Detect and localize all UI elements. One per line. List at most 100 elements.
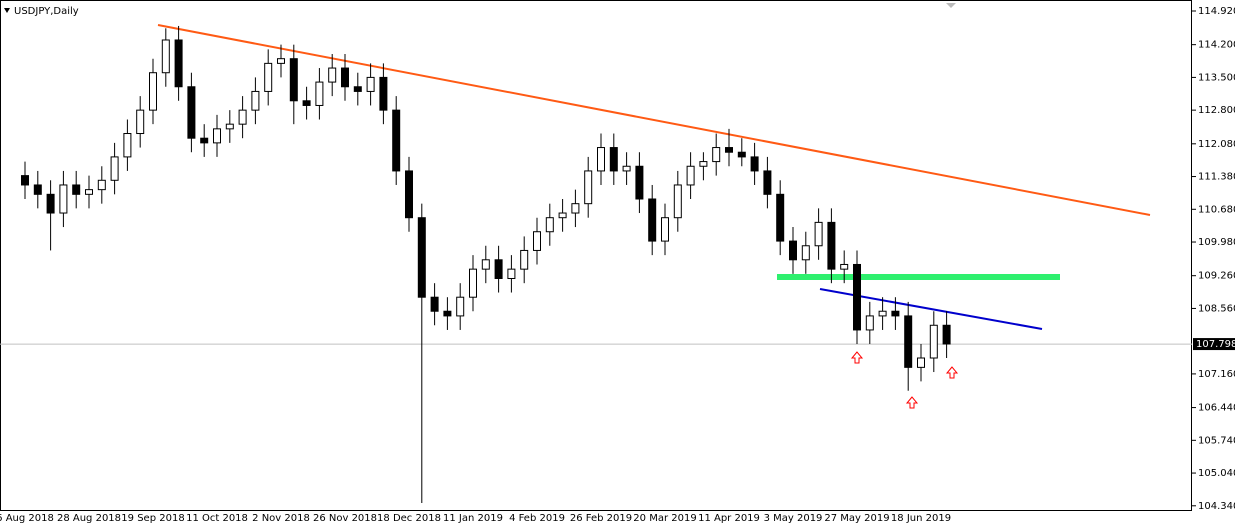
candle-body xyxy=(853,263,861,331)
support-zone xyxy=(777,274,1060,280)
candle-body xyxy=(289,58,298,102)
candle-body xyxy=(277,58,285,64)
candle-body xyxy=(315,81,324,106)
candle-body xyxy=(942,324,951,345)
x-tick-label: 18 Jun 2019 xyxy=(891,513,951,524)
candle-body xyxy=(225,123,234,130)
candle-body xyxy=(149,72,157,111)
candle-body xyxy=(776,193,785,242)
candle-body xyxy=(865,315,874,331)
candle-body xyxy=(238,109,247,125)
candle-body xyxy=(430,296,439,312)
candle-body xyxy=(891,310,900,317)
x-tick-label: 20 Mar 2019 xyxy=(633,513,696,524)
chart-title: USDJPY,Daily xyxy=(14,6,79,17)
candle-body xyxy=(917,357,925,368)
candle-body xyxy=(443,310,452,317)
candle-body xyxy=(33,184,42,195)
y-tick-label: 108.560 xyxy=(1198,303,1235,314)
candle-body xyxy=(814,221,823,247)
candle-body xyxy=(174,39,183,88)
candle-body xyxy=(750,156,759,172)
candle-body xyxy=(21,175,29,186)
y-tick-label: 104.340 xyxy=(1198,501,1235,512)
y-tick-label: 113.500 xyxy=(1198,72,1235,83)
current-price-box xyxy=(1193,338,1235,351)
x-tick-label: 2 Nov 2018 xyxy=(252,513,310,524)
candle-body xyxy=(366,76,375,92)
candle-body xyxy=(789,240,797,261)
candle-body xyxy=(520,249,529,270)
y-tick-label: 114.200 xyxy=(1198,40,1235,51)
candle-body xyxy=(136,109,145,135)
candle-body xyxy=(379,76,388,111)
candle-body xyxy=(699,161,708,167)
candle-body xyxy=(827,221,836,270)
x-tick-label: 4 Feb 2019 xyxy=(509,513,565,524)
y-tick-label: 105.040 xyxy=(1198,468,1235,479)
candle-body xyxy=(840,263,849,270)
candle-body xyxy=(46,193,55,214)
candle-body xyxy=(251,90,260,111)
signal-arrow xyxy=(905,396,919,409)
y-tick-label: 114.920 xyxy=(1198,6,1235,17)
y-tick-label: 107.160 xyxy=(1198,369,1235,380)
y-tick-label: 109.980 xyxy=(1198,237,1235,248)
shift-marker xyxy=(946,3,956,8)
candle-body xyxy=(97,179,106,191)
candle-body xyxy=(878,310,887,317)
x-tick-label: 19 Sep 2018 xyxy=(121,513,184,524)
y-tick-label: 110.680 xyxy=(1198,204,1235,215)
candle-body xyxy=(392,109,401,172)
plot-frame xyxy=(0,0,1192,511)
candle-body xyxy=(456,296,465,317)
y-tick-label: 111.380 xyxy=(1198,172,1235,183)
candle-body xyxy=(405,170,413,219)
resistance-trendline xyxy=(157,24,1151,216)
signal-arrow xyxy=(850,351,864,364)
candle-body xyxy=(597,147,605,172)
candle-body xyxy=(545,217,554,233)
candle-body xyxy=(302,100,311,106)
candle-body xyxy=(609,147,618,172)
candle-body xyxy=(494,259,503,280)
candle-body xyxy=(123,133,132,158)
y-tick-label: 109.260 xyxy=(1198,271,1235,282)
candle-body xyxy=(737,151,746,158)
x-tick-label: 11 Apr 2019 xyxy=(698,513,760,524)
candle-body xyxy=(353,86,362,92)
candle-body xyxy=(635,165,644,200)
candle-body xyxy=(264,62,273,92)
menu-triangle xyxy=(4,8,10,13)
x-tick-label: 28 Aug 2018 xyxy=(57,513,121,524)
candle-body xyxy=(213,128,221,144)
candle-body xyxy=(507,268,516,280)
y-tick-label: 112.080 xyxy=(1198,139,1235,150)
candle-body xyxy=(200,137,209,144)
candle-body xyxy=(584,170,593,205)
candle-body xyxy=(712,147,721,163)
candle-body xyxy=(558,212,567,219)
candle-body xyxy=(110,156,119,181)
candle-body xyxy=(763,170,772,195)
current-price-label: 107.798 xyxy=(1196,339,1235,350)
candle-body xyxy=(481,259,490,270)
y-tick-label: 106.440 xyxy=(1198,403,1235,414)
candle-body xyxy=(161,39,170,74)
candle-body xyxy=(59,184,68,214)
x-tick-label: 11 Oct 2018 xyxy=(186,513,248,524)
candle-body xyxy=(85,189,93,195)
y-tick-label: 112.800 xyxy=(1198,105,1235,116)
candle-body xyxy=(673,184,682,219)
candle-body xyxy=(328,67,337,83)
signal-arrow xyxy=(945,366,959,379)
candle-body xyxy=(904,315,913,368)
candle-body xyxy=(469,268,477,298)
x-tick-label: 11 Jan 2019 xyxy=(443,513,503,524)
candle-body xyxy=(622,165,631,172)
x-tick-label: 3 May 2019 xyxy=(764,513,823,524)
candle-body xyxy=(341,67,349,88)
candle-body xyxy=(533,231,541,251)
